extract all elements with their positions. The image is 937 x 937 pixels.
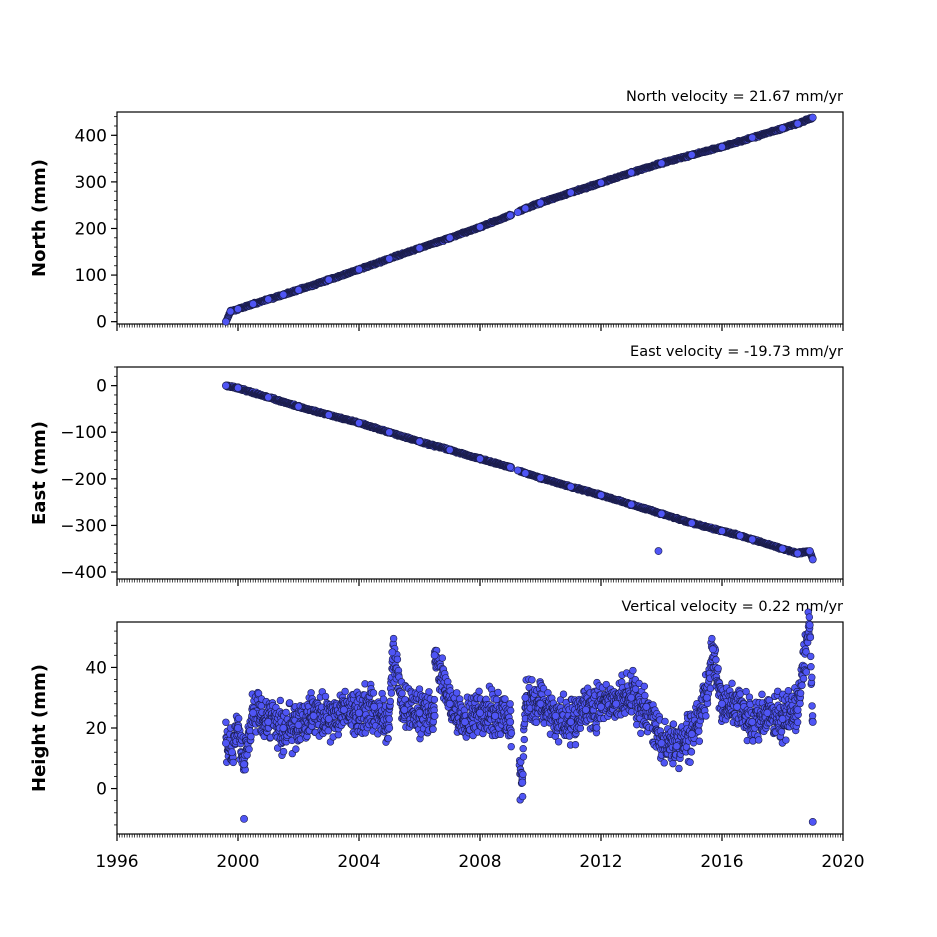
data-point: [536, 198, 545, 207]
height-ylabel: Height (mm): [29, 664, 50, 792]
data-point: [597, 178, 605, 187]
data-point: [355, 419, 363, 427]
north-ytick-label: 100: [75, 266, 107, 286]
data-point: [718, 143, 726, 151]
data-point: [654, 547, 663, 555]
data-point: [476, 223, 484, 231]
data-point: [476, 454, 484, 463]
data-point: [445, 446, 454, 454]
height-ytick-label: 20: [85, 719, 107, 739]
data-point: [264, 393, 273, 402]
data-point: [748, 535, 757, 544]
north-ytick-label: 0: [96, 313, 107, 333]
height-ytick-label: 0: [96, 780, 107, 800]
data-point: [521, 204, 530, 213]
data-point: [513, 208, 522, 217]
data-point: [687, 519, 696, 527]
north-title: North velocity = 21.67 mm/yr: [626, 89, 843, 105]
data-point: [805, 547, 814, 555]
data-point: [415, 437, 424, 446]
data-point: [687, 150, 696, 159]
east-ylabel: East (mm): [29, 421, 50, 525]
east-ytick-label: −400: [60, 563, 107, 583]
data-point: [385, 254, 394, 263]
data-point: [234, 384, 242, 392]
data-point: [385, 428, 394, 437]
east-axes-frame: [116, 366, 844, 580]
east-title: East velocity = -19.73 mm/yr: [630, 344, 843, 360]
data-point: [324, 275, 333, 284]
east-ytick-label: −100: [60, 423, 107, 443]
east-ytick-label: 0: [96, 377, 107, 397]
height-ytick-label: 40: [85, 658, 107, 678]
data-point: [264, 295, 273, 304]
data-point: [521, 469, 530, 478]
data-point: [778, 544, 787, 553]
data-point: [736, 531, 745, 540]
east-ytick-label: −300: [60, 516, 107, 536]
north-ylabel: North (mm): [29, 159, 50, 277]
data-point: [808, 555, 817, 564]
data-point: [355, 265, 363, 274]
data-point: [566, 188, 575, 197]
north-panel: North velocity = 21.67 mm/yr North (mm) 0 1…: [29, 89, 844, 333]
data-point: [627, 500, 636, 509]
north-ytick-label: 300: [75, 173, 107, 193]
data-point: [778, 124, 787, 133]
data-point: [748, 133, 757, 142]
data-point: [226, 307, 235, 316]
north-ytick-label: 400: [75, 126, 107, 146]
data-point: [294, 286, 303, 294]
data-point: [627, 168, 636, 177]
data-point: [597, 491, 605, 500]
data-point: [793, 549, 802, 558]
data-point: [294, 402, 303, 411]
east-panel: East velocity = -19.73 mm/yr East (mm) 0 −1…: [29, 344, 844, 586]
east-ytick-label: −200: [60, 470, 107, 490]
data-point: [221, 381, 230, 390]
data-point: [513, 466, 522, 475]
north-series-points: [221, 113, 817, 326]
data-point: [536, 473, 545, 482]
data-point: [718, 527, 726, 535]
data-point: [234, 305, 242, 313]
data-point: [566, 482, 575, 491]
data-point: [506, 211, 515, 220]
data-point: [657, 509, 666, 518]
data-point: [657, 159, 666, 168]
data-point: [279, 290, 288, 299]
north-ytick-label: 200: [75, 219, 107, 239]
data-point: [808, 113, 817, 122]
data-point: [249, 300, 258, 308]
data-point: [221, 317, 230, 326]
data-point: [445, 233, 454, 242]
data-point: [506, 463, 515, 472]
east-series-points: [221, 381, 817, 564]
data-point: [324, 411, 333, 419]
data-point: [415, 244, 424, 252]
data-point: [793, 119, 802, 128]
